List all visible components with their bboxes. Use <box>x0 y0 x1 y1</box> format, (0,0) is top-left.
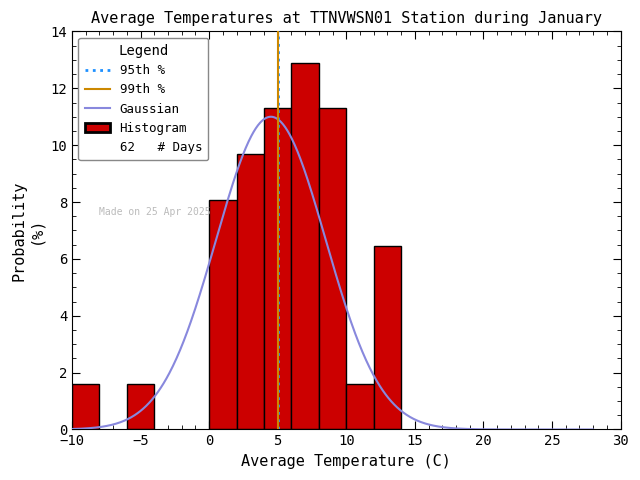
Bar <box>319 108 346 430</box>
Bar <box>127 384 154 430</box>
Legend: 95th %, 99th %, Gaussian, Histogram, 62   # Days: 95th %, 99th %, Gaussian, Histogram, 62 … <box>78 38 208 160</box>
Bar <box>72 384 99 430</box>
Bar <box>237 154 264 430</box>
X-axis label: Average Temperature (C): Average Temperature (C) <box>241 454 451 469</box>
Bar <box>346 384 374 430</box>
Bar <box>291 63 319 430</box>
Y-axis label: Probability
(%): Probability (%) <box>11 180 44 281</box>
Bar <box>209 200 237 430</box>
Title: Average Temperatures at TTNVWSN01 Station during January: Average Temperatures at TTNVWSN01 Statio… <box>91 11 602 26</box>
Bar <box>264 108 291 430</box>
Text: Made on 25 Apr 2025: Made on 25 Apr 2025 <box>99 206 211 216</box>
Bar <box>374 246 401 430</box>
